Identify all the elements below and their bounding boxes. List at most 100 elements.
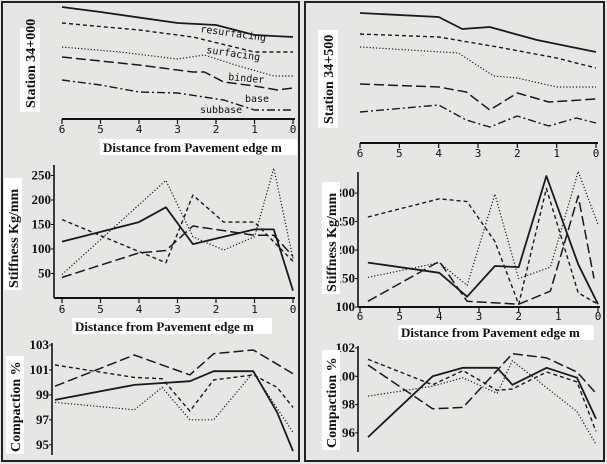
y-tick-label: 96 (342, 425, 356, 440)
y-tick-label: 150 (32, 217, 52, 232)
chart-rt: 6 5 4 3 2 1 0 (357, 12, 600, 160)
y-tick-label: 100 (336, 299, 356, 314)
y-tick-label: 95 (36, 437, 50, 452)
y-tick-label: 100 (336, 368, 356, 383)
ylabel-compaction-right: Compaction % (322, 350, 340, 450)
x-tick-label: 5 (396, 310, 403, 323)
y-tick-label: 150 (336, 271, 356, 286)
x-tick-label: 1 (251, 123, 258, 136)
series-line-base (61, 56, 294, 91)
series-line-dashed (61, 194, 294, 264)
chart-lc: 95 97 99 101 103 (30, 337, 294, 455)
chart-lt: 6 5 4 3 2 1 0 (59, 6, 297, 136)
y-tick-label: 300 (336, 185, 356, 200)
series-line-resurfacing (61, 6, 294, 38)
xlabel-stiffness-left: Distance from Pavement edge m (72, 318, 272, 334)
ylabel-text: Station 34+000 (24, 19, 39, 108)
x-tick-label: 1 (555, 310, 562, 323)
xlabel-text: Distance from Pavement edge m (401, 325, 580, 340)
series-line-resurfacing (359, 12, 597, 53)
x-tick-label: 1 (251, 303, 258, 316)
x-tick-label: 4 (136, 303, 143, 316)
chart-rc: 96 98 100 102 (336, 340, 597, 452)
x-tick-label: 0 (290, 303, 297, 316)
chart-rs: 6 5 4 3 2 1 0 100 150 200 250 300 (336, 170, 602, 323)
series-line-binder (61, 46, 293, 77)
x-tick-label: 0 (595, 310, 602, 323)
annotation-binder: binder (228, 72, 265, 86)
y-tick-label: 102 (336, 340, 356, 355)
left-panel-frame (1, 1, 300, 462)
series-line-dotted (54, 371, 294, 433)
x-tick-label: 0 (593, 147, 600, 160)
chart-ls: 6 5 4 3 2 1 0 50 100 150 200 250 (32, 165, 297, 316)
series-line-surfacing (359, 33, 597, 69)
x-tick-label: 6 (357, 310, 364, 323)
x-tick-label: 6 (59, 303, 66, 316)
series-line-long-dashed (367, 195, 595, 305)
series-line-solid (54, 370, 294, 452)
annotation-base: base (245, 94, 269, 105)
xlabel-text: Distance from Pavement edge m (75, 319, 254, 334)
ylabel-text: Stiffness Kg/mm (325, 193, 340, 293)
x-tick-label: 3 (174, 303, 181, 316)
series-line-binder (359, 46, 596, 88)
series-line-surfacing (61, 22, 293, 53)
series-line-dashed (367, 187, 599, 305)
ylabel-text: Stiffness Kg/mm (7, 189, 22, 289)
series-line-dashed (367, 358, 597, 432)
y-tick-label: 97 (36, 412, 50, 427)
series-line-subbase (359, 104, 597, 128)
x-tick-label: 5 (97, 303, 104, 316)
x-tick-label: 0 (290, 123, 297, 136)
y-tick-label: 200 (336, 242, 356, 257)
x-tick-label: 2 (213, 303, 220, 316)
y-tick-label: 200 (32, 192, 52, 207)
series-line-solid (367, 366, 597, 438)
ylabel-stiffness-left: Stiffness Kg/mm (4, 178, 22, 290)
ylabel-text: Compaction % (9, 361, 24, 452)
series-line-dotted (367, 360, 597, 445)
x-tick-label: 3 (476, 310, 483, 323)
y-tick-label: 250 (32, 168, 52, 183)
annotation-subbase: subbase (200, 105, 242, 116)
series-line-long-dashed (54, 349, 294, 387)
ylabel-stiffness-right: Stiffness Kg/mm (322, 182, 340, 294)
series-line-solid (367, 175, 599, 305)
x-tick-label: 6 (357, 147, 364, 160)
y-tick-label: 250 (336, 214, 356, 229)
x-tick-label: 3 (174, 123, 181, 136)
xlabel-stiffness-right: Distance from Pavement edge m (398, 325, 594, 340)
series-line-base (359, 83, 597, 111)
ylabel-station-left: Station 34+000 (20, 19, 40, 112)
x-tick-label: 4 (435, 147, 442, 160)
ylabel-text: Station 34+500 (322, 35, 337, 124)
y-tick-label: 100 (32, 241, 52, 256)
y-tick-label: 99 (36, 387, 50, 402)
x-tick-label: 2 (514, 147, 521, 160)
y-tick-label: 103 (30, 337, 50, 352)
series-line-subbase (61, 79, 293, 111)
series-line-dashed (54, 364, 294, 412)
x-tick-label: 6 (59, 123, 66, 136)
x-tick-label: 2 (515, 310, 522, 323)
xlabel-text: Distance from Pavement edge m (103, 140, 282, 155)
y-tick-label: 101 (30, 362, 50, 377)
x-tick-label: 5 (396, 147, 403, 160)
series-line-long-dashed (367, 352, 597, 410)
x-tick-label: 2 (213, 123, 220, 136)
series-line-long-dashed (61, 225, 294, 279)
x-tick-label: 4 (436, 310, 443, 323)
x-tick-label: 1 (553, 147, 560, 160)
ylabel-text: Compaction % (325, 357, 340, 448)
ylabel-station-right: Station 34+500 (318, 30, 338, 128)
right-panel-frame (304, 1, 605, 462)
x-tick-label: 3 (475, 147, 482, 160)
x-tick-label: 4 (136, 123, 143, 136)
ylabel-compaction-left: Compaction % (6, 356, 24, 454)
x-tick-label: 5 (97, 123, 104, 136)
y-tick-label: 50 (38, 266, 51, 281)
y-tick-label: 98 (342, 397, 356, 412)
series-line-solid (61, 206, 294, 291)
